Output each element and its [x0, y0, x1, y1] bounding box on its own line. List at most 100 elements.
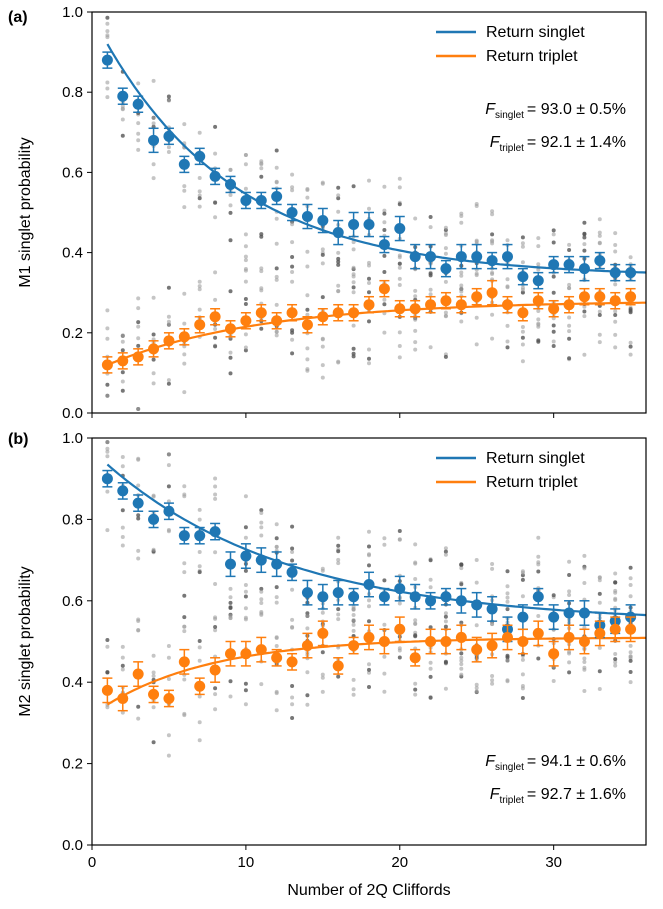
- data-point: [532, 627, 544, 639]
- data-point: [317, 311, 329, 323]
- raw-shot-point: [505, 607, 510, 612]
- raw-shot-point: [120, 535, 125, 539]
- raw-shot-point: [367, 685, 371, 689]
- data-point: [194, 680, 206, 692]
- raw-shot-point: [259, 589, 264, 594]
- data-point: [394, 223, 406, 235]
- raw-shot-point: [536, 554, 541, 559]
- raw-shot-point: [351, 290, 356, 295]
- data-point: [225, 178, 236, 190]
- raw-shot-point: [259, 597, 264, 602]
- raw-shot-point: [382, 270, 387, 274]
- raw-shot-point: [228, 586, 233, 591]
- raw-shot-point: [567, 593, 572, 597]
- raw-shot-point: [151, 295, 156, 300]
- y-tick-label: 0.0: [62, 405, 83, 422]
- data-point: [455, 595, 467, 607]
- data-point: [532, 295, 544, 307]
- raw-shot-point: [413, 577, 418, 581]
- raw-shot-point: [613, 598, 618, 602]
- panel-label: (a): [8, 9, 28, 26]
- raw-shot-point: [413, 216, 418, 221]
- raw-shot-point: [166, 381, 171, 386]
- raw-shot-point: [505, 323, 510, 328]
- data-point: [225, 558, 236, 570]
- raw-shot-point: [443, 225, 448, 230]
- raw-shot-point: [105, 440, 110, 445]
- raw-shot-point: [582, 220, 587, 225]
- raw-shot-point: [197, 287, 202, 292]
- raw-shot-point: [259, 232, 264, 237]
- raw-shot-point: [182, 122, 187, 127]
- raw-shot-point: [336, 561, 341, 566]
- raw-shot-point: [582, 235, 587, 240]
- raw-shot-point: [351, 323, 356, 328]
- data-point: [194, 150, 206, 162]
- raw-shot-point: [397, 529, 402, 533]
- raw-shot-point: [228, 238, 233, 243]
- raw-shot-point: [382, 211, 387, 216]
- raw-shot-point: [136, 716, 141, 721]
- raw-shot-point: [320, 610, 325, 615]
- raw-shot-point: [274, 302, 279, 307]
- raw-shot-point: [397, 355, 402, 360]
- raw-shot-point: [182, 629, 187, 634]
- raw-shot-point: [474, 682, 479, 687]
- data-point: [563, 299, 575, 311]
- raw-shot-point: [628, 308, 633, 313]
- data-point: [194, 530, 206, 542]
- raw-shot-point: [382, 228, 387, 232]
- raw-shot-point: [213, 692, 218, 697]
- raw-shot-point: [536, 244, 541, 249]
- raw-shot-point: [290, 351, 295, 356]
- raw-shot-point: [228, 193, 233, 197]
- raw-shot-point: [597, 309, 602, 314]
- raw-shot-point: [136, 456, 141, 461]
- data-point: [225, 648, 236, 660]
- x-tick-label: 20: [391, 854, 408, 871]
- data-point: [440, 636, 452, 647]
- raw-shot-point: [613, 309, 618, 314]
- data-point: [625, 291, 637, 303]
- raw-shot-point: [197, 176, 202, 180]
- raw-shot-point: [336, 250, 341, 255]
- raw-shot-point: [274, 216, 279, 221]
- raw-shot-point: [582, 242, 587, 247]
- y-tick-label: 0.4: [62, 245, 83, 262]
- raw-shot-point: [213, 686, 218, 691]
- raw-shot-point: [382, 542, 387, 547]
- raw-shot-point: [166, 322, 171, 327]
- raw-shot-point: [243, 254, 248, 259]
- raw-shot-point: [290, 264, 295, 269]
- raw-shot-point: [567, 248, 572, 252]
- raw-shot-point: [474, 580, 479, 585]
- raw-shot-point: [274, 708, 279, 713]
- raw-shot-point: [105, 449, 110, 454]
- raw-shot-point: [320, 672, 325, 677]
- raw-shot-point: [136, 147, 141, 152]
- raw-shot-point: [536, 309, 541, 313]
- raw-shot-point: [213, 496, 218, 501]
- data-point: [455, 251, 467, 263]
- raw-shot-point: [428, 225, 433, 230]
- raw-shot-point: [120, 464, 125, 469]
- data-point: [563, 631, 575, 643]
- fidelity-annotation: Ftriplet = 92.1 ± 1.4%: [490, 134, 626, 154]
- data-point: [578, 263, 590, 275]
- raw-shot-point: [520, 577, 525, 582]
- data-point: [486, 640, 498, 652]
- raw-shot-point: [336, 549, 341, 554]
- raw-shot-point: [197, 284, 202, 289]
- raw-shot-point: [290, 550, 295, 554]
- data-point: [286, 207, 298, 218]
- raw-shot-point: [397, 655, 402, 660]
- raw-shot-point: [290, 684, 295, 688]
- raw-shot-point: [382, 578, 387, 583]
- raw-shot-point: [567, 589, 572, 594]
- raw-shot-point: [305, 195, 310, 200]
- raw-shot-point: [243, 348, 248, 353]
- raw-shot-point: [136, 336, 141, 341]
- raw-shot-point: [243, 568, 248, 573]
- data-point: [301, 319, 313, 331]
- raw-shot-point: [413, 347, 418, 352]
